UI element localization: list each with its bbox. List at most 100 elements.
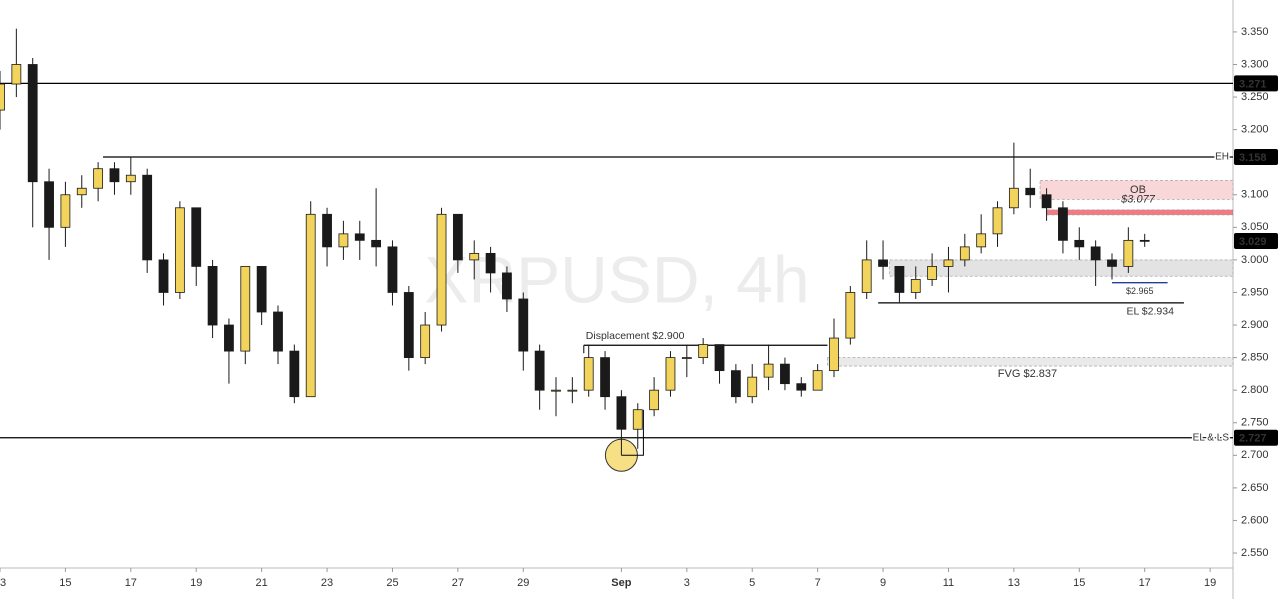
candle-body	[812, 370, 823, 391]
candle-body	[0, 83, 5, 111]
zone-label: $3.077	[1120, 194, 1156, 206]
price-tag	[1234, 75, 1278, 92]
y-tick-label: 2.900	[1241, 319, 1269, 331]
y-tick-label: 3.250	[1241, 91, 1269, 103]
candle-body	[600, 357, 610, 398]
candle-body	[567, 389, 578, 392]
y-tick-label: 3.050	[1241, 221, 1269, 233]
candle-body	[420, 324, 431, 359]
candle-body	[959, 246, 970, 261]
candle-body	[927, 266, 938, 280]
candle-body	[174, 207, 185, 293]
x-tick-label: 29	[517, 577, 529, 589]
candle-body	[878, 259, 888, 267]
zone	[889, 259, 1234, 277]
candle-body	[125, 174, 136, 183]
zone-label: OB	[1130, 184, 1146, 196]
candle-body	[796, 383, 807, 391]
x-tick-label: 13	[0, 577, 6, 589]
price-tag-text: 2.727	[1239, 433, 1267, 445]
y-tick-label: 2.700	[1241, 449, 1269, 461]
candle-body	[60, 194, 71, 228]
candle-body	[1025, 187, 1036, 196]
candle-body	[1123, 239, 1134, 267]
candle-body	[747, 376, 758, 398]
x-tick-label: 9	[880, 577, 886, 589]
x-tick-label: 5	[749, 577, 755, 589]
candle-body	[338, 233, 349, 248]
y-tick-label: 3.300	[1241, 58, 1269, 70]
x-tick-label: 11	[943, 577, 954, 589]
y-tick-label: 2.600	[1241, 514, 1269, 526]
y-tick-label: 2.950	[1241, 286, 1269, 298]
segment-label: EL $2.934	[1126, 306, 1174, 318]
segment-label: $2.965	[1126, 286, 1154, 296]
candle-body	[1008, 187, 1019, 209]
candle-body	[256, 266, 267, 313]
zone	[1039, 180, 1234, 200]
candle-body	[109, 168, 120, 183]
candle-body	[485, 252, 496, 274]
candle-body	[1041, 194, 1052, 209]
candle-body	[845, 292, 856, 339]
candle-body	[551, 389, 561, 392]
candle-body	[894, 266, 905, 293]
y-tick-label: 2.750	[1241, 417, 1269, 429]
watermark: XRPUSD, 4h	[424, 242, 809, 316]
candle-body	[322, 213, 332, 248]
candle-body	[1139, 239, 1150, 242]
candle-body	[943, 259, 954, 267]
candle-body	[976, 233, 987, 248]
x-tick-label: 15	[59, 577, 71, 589]
candle-body	[861, 259, 872, 293]
marker-pointer	[621, 409, 644, 456]
level-label: EL & LS	[1193, 432, 1230, 443]
candle-body	[403, 292, 414, 359]
price-tag-text: 3.271	[1239, 78, 1267, 90]
candle-body	[714, 344, 725, 372]
candle-body	[76, 187, 87, 196]
x-tick-label: 27	[452, 577, 464, 589]
candle-body	[273, 311, 283, 352]
candle-body	[518, 298, 529, 352]
candle-body	[11, 64, 22, 85]
candle-body	[780, 363, 790, 385]
y-tick-label: 3.000	[1241, 254, 1269, 266]
candle-body	[632, 409, 643, 430]
candle-body	[616, 396, 627, 430]
candle-body	[992, 207, 1003, 235]
candle-body	[665, 357, 676, 391]
y-tick-label: 2.850	[1241, 352, 1269, 364]
candle-body	[191, 207, 202, 267]
candle-body	[1107, 259, 1117, 267]
y-tick-label: 3.200	[1241, 124, 1269, 136]
candle-body	[698, 344, 709, 359]
candle-body	[387, 246, 398, 293]
candle-body	[1058, 207, 1068, 241]
x-tick-label: 19	[1204, 577, 1216, 589]
zone	[827, 357, 1234, 367]
candle-body	[502, 272, 512, 300]
price-tag	[1234, 148, 1278, 165]
x-tick-label: 25	[386, 577, 398, 589]
candle-body	[534, 350, 545, 391]
y-tick-label: 2.650	[1241, 482, 1269, 494]
candle-body	[224, 324, 234, 352]
candle-body	[649, 389, 660, 411]
candle-body	[207, 266, 218, 326]
x-tick-label: 19	[190, 577, 202, 589]
candle-body	[1090, 246, 1101, 261]
candle-body	[93, 168, 104, 189]
candle-body	[452, 213, 463, 261]
y-tick-label: 2.550	[1241, 547, 1269, 559]
candle-body	[158, 259, 169, 293]
candle-body	[730, 370, 741, 398]
level-label: EH	[1215, 152, 1229, 163]
zone-label: FVG $2.837	[998, 368, 1057, 380]
x-tick-label: 7	[815, 577, 821, 589]
segment-label: Displacement $2.900	[586, 330, 685, 342]
candle-body	[1074, 239, 1085, 248]
candle-body	[910, 279, 921, 293]
candle-body	[583, 357, 594, 391]
